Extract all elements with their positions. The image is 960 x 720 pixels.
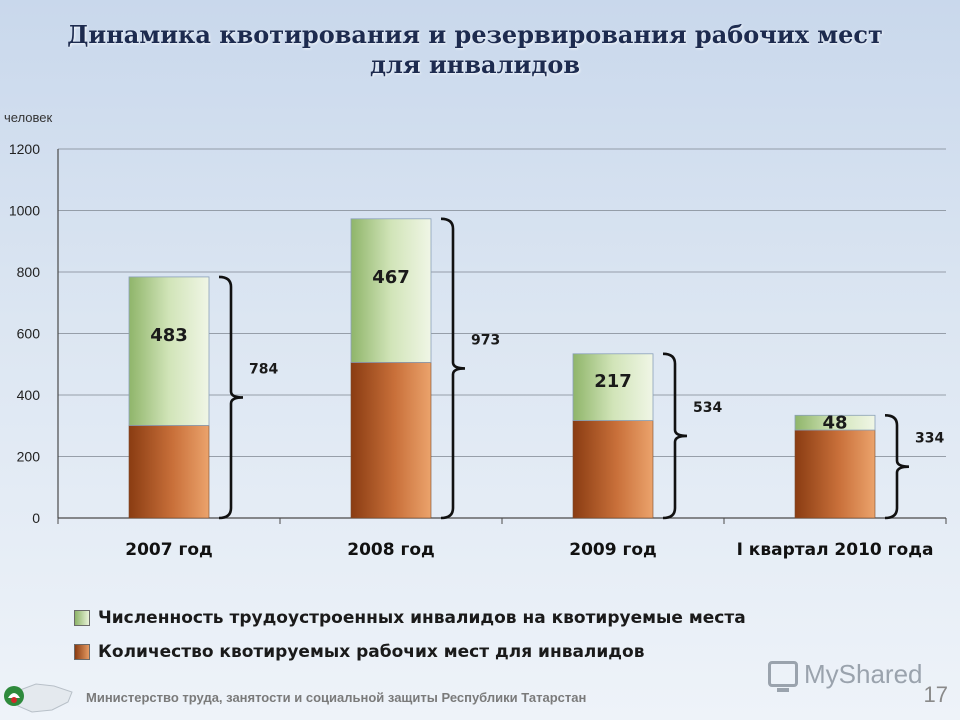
bar-employed-0 xyxy=(128,276,210,426)
y-tick-label-1200: 1200 xyxy=(9,141,40,157)
legend-item-quota: Количество квотируемых рабочих мест для … xyxy=(74,638,746,666)
total-brace-1 xyxy=(440,217,466,520)
y-tick-label-0: 0 xyxy=(32,510,40,526)
y-axis-ticks: 0 200 400 600 800 1000 1200 xyxy=(9,141,40,526)
stacked-bar-chart: 0 200 400 600 800 1000 1200 483 784 467 973 217 534… xyxy=(9,141,947,560)
bar-quota-3 xyxy=(794,429,876,519)
bar-employed-1 xyxy=(350,218,432,363)
y-tick-label-1000: 1000 xyxy=(9,203,40,219)
bar-employed-3 xyxy=(794,414,876,431)
y-tick-label-400: 400 xyxy=(17,387,41,403)
legend: Численность трудоустроенных инвалидов на… xyxy=(74,604,746,672)
segment-label-2: 217 xyxy=(594,371,632,392)
y-tick-label-600: 600 xyxy=(17,326,41,342)
y-tick-label-800: 800 xyxy=(17,264,41,280)
segment-label-0: 483 xyxy=(150,325,188,346)
total-braces xyxy=(218,217,910,520)
chart-title: Динамика квотирования и резервирования р… xyxy=(0,20,960,80)
data-labels: 483 784 467 973 217 534 48 334 xyxy=(150,267,944,447)
total-label-0: 784 xyxy=(249,361,278,377)
title-line-2: для инвалидов xyxy=(370,50,580,79)
tatarstan-map-emblem xyxy=(4,683,73,713)
legend-label-employed: Численность трудоустроенных инвалидов на… xyxy=(98,608,746,628)
total-brace-0 xyxy=(218,275,244,520)
bars xyxy=(128,218,876,519)
title-line-1: Динамика квотирования и резервирования р… xyxy=(67,20,883,49)
x-axis-categories: 2007 год 2008 год 2009 год I квартал 2010 г… xyxy=(125,540,933,560)
y-axis-unit-label: человек xyxy=(4,110,53,125)
total-brace-2 xyxy=(662,352,688,520)
total-brace-3 xyxy=(884,413,910,520)
bar-quota-2 xyxy=(572,420,654,519)
legend-swatch-green xyxy=(74,610,90,626)
page-number: 17 xyxy=(923,682,948,707)
x-category-label-2: 2009 год xyxy=(569,540,657,560)
presentation-board-icon xyxy=(768,661,798,692)
segment-label-1: 467 xyxy=(372,267,410,288)
total-label-1: 973 xyxy=(471,332,500,348)
bar-quota-1 xyxy=(350,362,432,519)
footer-ministry-text: Министерство труда, занятости и социальн… xyxy=(86,690,587,705)
watermark: MyShared xyxy=(768,656,923,692)
footer: Министерство труда, занятости и социальн… xyxy=(0,676,960,720)
bar-quota-0 xyxy=(128,425,210,519)
total-label-2: 534 xyxy=(693,400,722,416)
bar-employed-2 xyxy=(572,353,654,421)
total-label-3: 334 xyxy=(915,431,944,447)
segment-label-3: 48 xyxy=(822,413,847,434)
x-category-label-3: I квартал 2010 года xyxy=(737,540,934,560)
watermark-text: MyShared xyxy=(804,658,923,689)
x-category-label-1: 2008 год xyxy=(347,540,435,560)
legend-label-quota: Количество квотируемых рабочих мест для … xyxy=(98,642,645,662)
legend-swatch-brown xyxy=(74,644,90,660)
y-tick-label-200: 200 xyxy=(17,449,41,465)
x-category-label-0: 2007 год xyxy=(125,540,213,560)
legend-item-employed: Численность трудоустроенных инвалидов на… xyxy=(74,604,746,632)
